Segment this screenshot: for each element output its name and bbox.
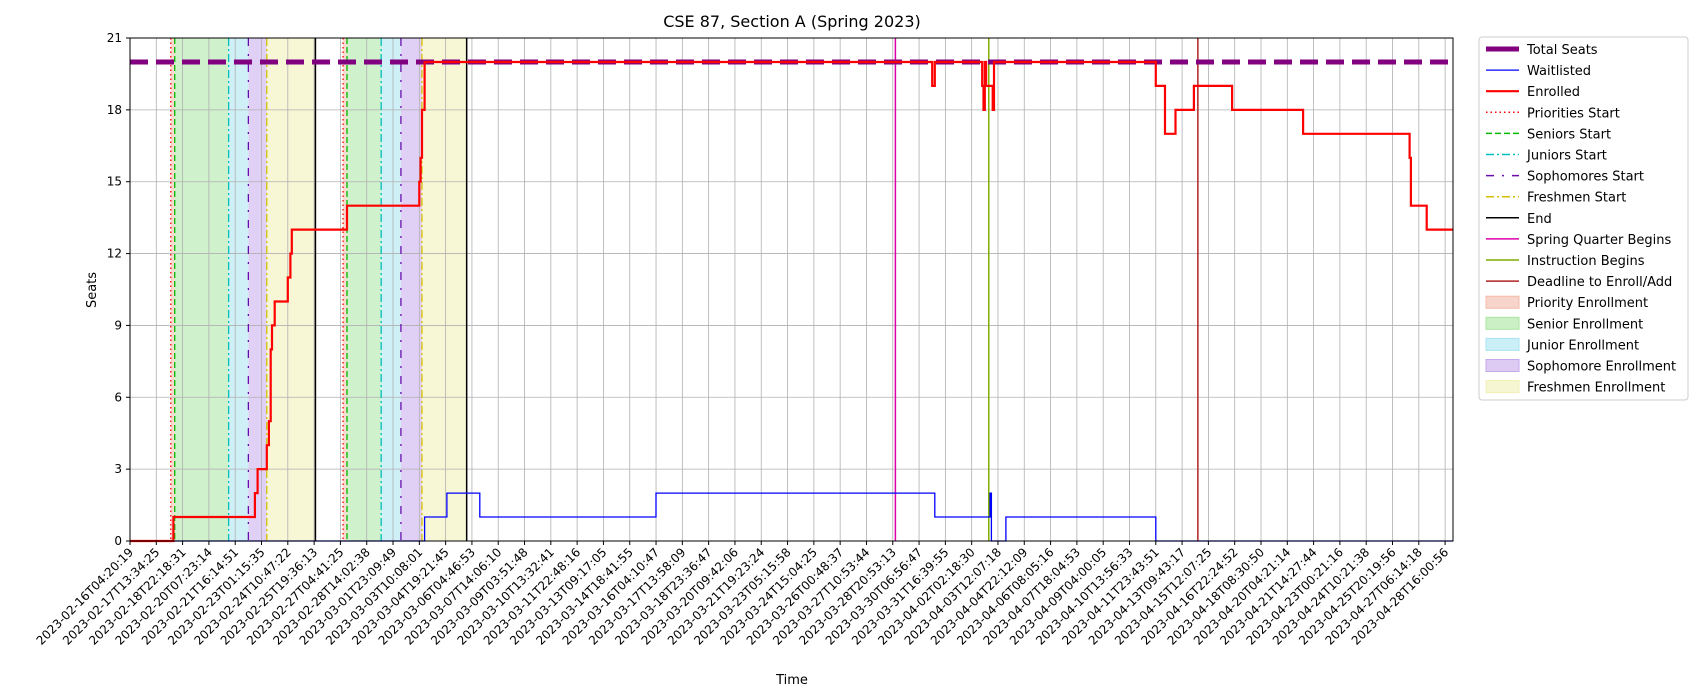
legend-label-5: Juniors Start xyxy=(1526,149,1607,164)
legend-swatch-12 xyxy=(1485,295,1520,309)
data-series xyxy=(130,59,1453,543)
region-0-span-0 xyxy=(170,38,175,541)
y-tick-label-6: 18 xyxy=(107,103,122,117)
legend-label-0: Total Seats xyxy=(1526,43,1598,58)
legend-swatch-13 xyxy=(1485,316,1520,330)
legend-label-12: Priority Enrollment xyxy=(1527,296,1648,311)
grid xyxy=(129,37,1453,542)
region-4-span-1 xyxy=(421,38,467,541)
legend-label-2: Enrolled xyxy=(1527,85,1580,100)
legend-label-9: Spring Quarter Begins xyxy=(1527,233,1671,248)
y-tick-label-2: 6 xyxy=(114,390,122,404)
legend-swatch-14 xyxy=(1485,337,1520,351)
legend-label-4: Seniors Start xyxy=(1527,127,1611,142)
legend-label-15: Sophomore Enrollment xyxy=(1527,360,1676,375)
legend-label-13: Senior Enrollment xyxy=(1527,317,1643,332)
legend-label-1: Waitlisted xyxy=(1527,64,1591,79)
legend-label-3: Priorities Start xyxy=(1527,106,1620,121)
y-tick-label-7: 21 xyxy=(107,31,122,45)
region-2-span-0 xyxy=(228,38,249,541)
series-2 xyxy=(130,60,1453,543)
series-1 xyxy=(130,492,1453,542)
plot-frame xyxy=(129,37,1454,542)
legend-label-16: Freshmen Enrollment xyxy=(1527,381,1665,396)
region-0-span-1 xyxy=(343,38,347,541)
x-axis-ticks: 2023-02-16T04:20:192023-02-17T13:34:2520… xyxy=(34,541,1451,648)
region-3-span-0 xyxy=(248,38,267,541)
region-4-span-0 xyxy=(266,38,316,541)
shaded-regions xyxy=(170,38,467,541)
y-tick-label-3: 9 xyxy=(114,318,122,332)
region-1-span-1 xyxy=(346,38,382,541)
region-3-span-1 xyxy=(400,38,422,541)
legend-label-6: Sophomores Start xyxy=(1527,170,1644,185)
legend-label-7: Freshmen Start xyxy=(1527,191,1626,206)
region-2-span-1 xyxy=(381,38,401,541)
y-tick-label-4: 12 xyxy=(107,247,122,261)
y-axis-ticks: 0 3 6 9 12 15 18 21 xyxy=(107,31,130,548)
legend: Total Seats Waitlisted Enrolled Priorities … xyxy=(1478,36,1689,401)
legend-label-11: Deadline to Enroll/Add xyxy=(1527,275,1672,290)
event-markers xyxy=(170,38,1199,541)
region-1-span-0 xyxy=(174,38,229,541)
legend-swatch-16 xyxy=(1485,380,1520,394)
legend-label-10: Instruction Begins xyxy=(1527,254,1645,269)
y-axis-title: Seats xyxy=(85,272,100,308)
legend-label-14: Junior Enrollment xyxy=(1526,338,1639,353)
legend-label-8: End xyxy=(1527,212,1552,227)
chart-title: CSE 87, Section A (Spring 2023) xyxy=(663,12,921,31)
x-axis-title: Time xyxy=(775,673,808,688)
legend-frame xyxy=(1478,36,1689,401)
y-tick-label-1: 3 xyxy=(114,462,122,476)
legend-swatch-15 xyxy=(1485,359,1520,372)
y-tick-label-5: 15 xyxy=(107,175,122,189)
y-tick-label-0: 0 xyxy=(114,534,122,548)
